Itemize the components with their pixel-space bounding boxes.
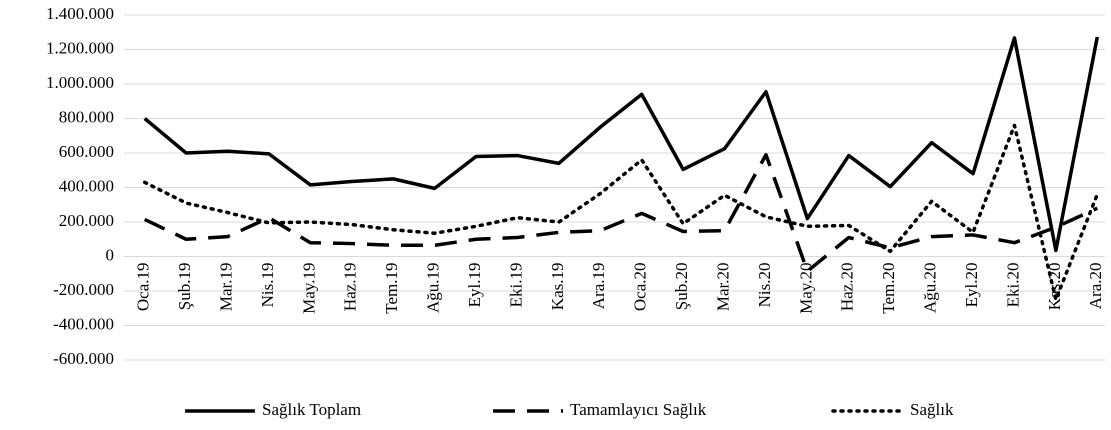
series-line bbox=[143, 152, 1099, 273]
x-tick-label: Kas.19 bbox=[548, 263, 567, 311]
y-tick-label: 200.000 bbox=[59, 211, 114, 230]
x-tick-label: Eyl.19 bbox=[465, 262, 484, 307]
x-tick-label: Eki.20 bbox=[1003, 262, 1022, 307]
x-tick-label: Tem.19 bbox=[382, 263, 401, 314]
y-tick-label: 400.000 bbox=[59, 176, 114, 195]
x-tick-label: Ara.19 bbox=[589, 263, 608, 310]
y-tick-label: 0 bbox=[106, 245, 115, 264]
y-tick-label: 1.400.000 bbox=[46, 4, 114, 23]
x-tick-label: Nis.19 bbox=[258, 263, 277, 308]
x-tick-label: Ara.20 bbox=[1086, 263, 1105, 310]
x-tick-label: Tem.20 bbox=[879, 263, 898, 314]
x-tick-label: Şub.19 bbox=[175, 263, 194, 311]
x-tick-label: Şub.20 bbox=[672, 263, 691, 311]
legend-label: Sağlık Toplam bbox=[262, 400, 361, 419]
x-tick-label: Mar.20 bbox=[713, 263, 732, 312]
x-tick-label: Oca.19 bbox=[134, 263, 153, 312]
x-tick-label: Ağu.20 bbox=[921, 263, 940, 314]
legend-label: Sağlık bbox=[910, 400, 954, 419]
legend-label: Tamamlayıcı Sağlık bbox=[570, 400, 707, 419]
x-tick-label: Haz.20 bbox=[838, 263, 857, 312]
y-tick-label: 600.000 bbox=[59, 142, 114, 161]
x-tick-label: May.20 bbox=[796, 263, 815, 314]
x-tick-label: Eyl.20 bbox=[962, 263, 981, 308]
y-tick-label: -400.000 bbox=[53, 314, 114, 333]
y-tick-label: -200.000 bbox=[53, 280, 114, 299]
x-tick-label: Eki.19 bbox=[506, 263, 525, 308]
series-line bbox=[142, 123, 1100, 302]
y-tick-label: 1.000.000 bbox=[46, 73, 114, 92]
y-tick-label: 800.000 bbox=[59, 107, 114, 126]
x-tick-label: Ağu.19 bbox=[424, 263, 443, 314]
y-tick-label: 1.200.000 bbox=[46, 38, 114, 57]
x-tick-label: May.19 bbox=[299, 263, 318, 314]
series-line bbox=[143, 36, 1100, 253]
x-tick-label: Oca.20 bbox=[631, 263, 650, 312]
y-tick-label: -600.000 bbox=[53, 349, 114, 368]
x-tick-label: Mar.19 bbox=[216, 263, 235, 312]
x-tick-label: Nis.20 bbox=[755, 263, 774, 308]
x-tick-label: Haz.19 bbox=[341, 263, 360, 312]
